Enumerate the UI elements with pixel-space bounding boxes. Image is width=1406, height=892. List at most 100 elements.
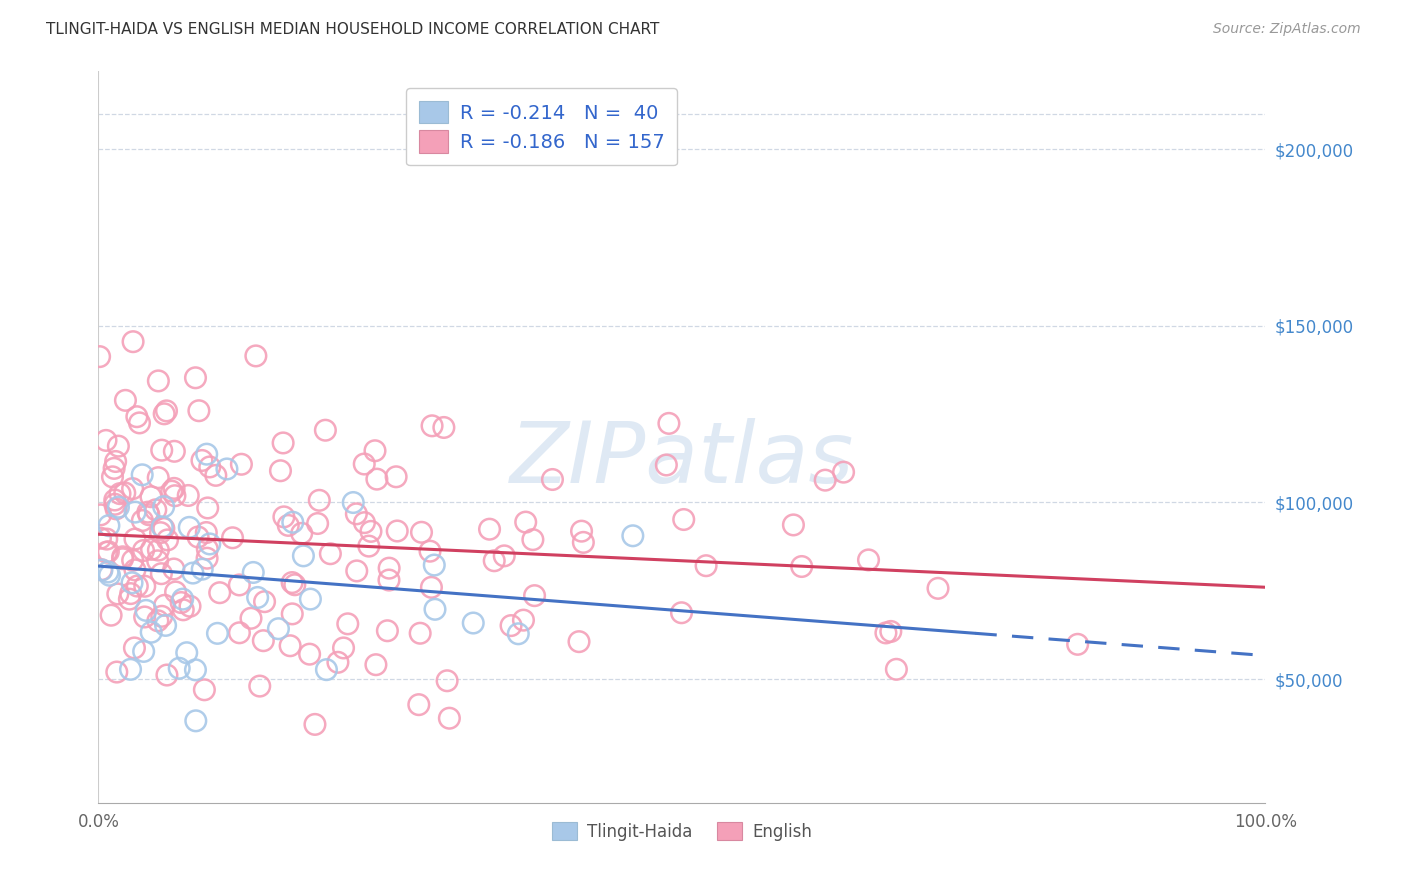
Point <box>198 459 221 474</box>
Point <box>121 575 143 590</box>
Point <box>419 544 441 558</box>
Point <box>148 470 170 484</box>
Point <box>124 640 146 655</box>
Point <box>299 592 322 607</box>
Point <box>108 486 131 500</box>
Point <box>187 403 209 417</box>
Point <box>436 673 458 688</box>
Point <box>278 639 301 653</box>
Point <box>246 591 269 605</box>
Point <box>695 558 717 573</box>
Point <box>357 539 380 553</box>
Point <box>875 626 897 640</box>
Point <box>105 501 128 516</box>
Point <box>240 611 263 625</box>
Point <box>284 578 307 592</box>
Point <box>782 517 804 532</box>
Point <box>184 663 207 677</box>
Point <box>132 543 155 558</box>
Point <box>114 486 136 500</box>
Point <box>463 615 485 630</box>
Point <box>111 549 134 564</box>
Point <box>155 618 177 632</box>
Point <box>790 559 813 574</box>
Point <box>193 682 215 697</box>
Point <box>658 417 681 431</box>
Point <box>131 467 153 482</box>
Text: Source: ZipAtlas.com: Source: ZipAtlas.com <box>1213 22 1361 37</box>
Point <box>98 568 121 582</box>
Point <box>198 537 221 551</box>
Point <box>153 407 176 421</box>
Point <box>101 470 124 484</box>
Point <box>131 514 153 528</box>
Point <box>134 579 156 593</box>
Point <box>94 434 117 448</box>
Point <box>179 520 201 534</box>
Point <box>378 561 401 575</box>
Point <box>269 464 291 478</box>
Point <box>150 609 173 624</box>
Point <box>114 393 136 408</box>
Point <box>150 566 173 581</box>
Point <box>152 500 174 514</box>
Point <box>385 470 408 484</box>
Point <box>132 644 155 658</box>
Point <box>281 575 304 590</box>
Text: ZIPatlas: ZIPatlas <box>510 417 853 500</box>
Point <box>176 646 198 660</box>
Point <box>512 613 534 627</box>
Point <box>423 558 446 572</box>
Point <box>163 489 186 503</box>
Point <box>195 447 218 461</box>
Legend: Tlingit-Haida, English: Tlingit-Haida, English <box>544 814 820 849</box>
Point <box>292 549 315 563</box>
Point <box>124 563 146 577</box>
Point <box>336 616 359 631</box>
Point <box>149 525 172 540</box>
Point <box>291 526 314 541</box>
Point <box>571 524 593 538</box>
Point <box>187 530 209 544</box>
Point <box>184 714 207 728</box>
Point <box>568 634 591 648</box>
Point <box>141 542 163 557</box>
Point <box>304 717 326 731</box>
Point <box>499 618 522 632</box>
Point <box>332 640 354 655</box>
Point <box>156 668 179 682</box>
Point <box>267 622 290 636</box>
Point <box>153 521 176 535</box>
Point <box>308 493 330 508</box>
Point <box>105 665 128 679</box>
Point <box>165 585 187 599</box>
Point <box>89 531 111 545</box>
Point <box>146 554 169 568</box>
Point <box>104 454 127 468</box>
Point <box>541 473 564 487</box>
Point <box>315 663 337 677</box>
Point <box>167 661 190 675</box>
Point <box>96 545 118 559</box>
Point <box>408 698 430 712</box>
Point <box>364 657 387 672</box>
Point <box>163 562 186 576</box>
Point <box>880 624 903 639</box>
Point <box>378 573 401 587</box>
Point <box>439 711 461 725</box>
Point <box>177 488 200 502</box>
Point <box>411 525 433 540</box>
Point <box>523 589 546 603</box>
Point <box>100 608 122 623</box>
Point <box>273 509 295 524</box>
Point <box>195 525 218 540</box>
Point <box>89 350 111 364</box>
Point <box>228 625 250 640</box>
Point <box>433 420 456 434</box>
Point <box>927 582 949 596</box>
Point <box>204 468 226 483</box>
Point <box>281 515 304 529</box>
Point <box>138 508 160 522</box>
Point <box>886 662 908 676</box>
Point <box>342 495 364 509</box>
